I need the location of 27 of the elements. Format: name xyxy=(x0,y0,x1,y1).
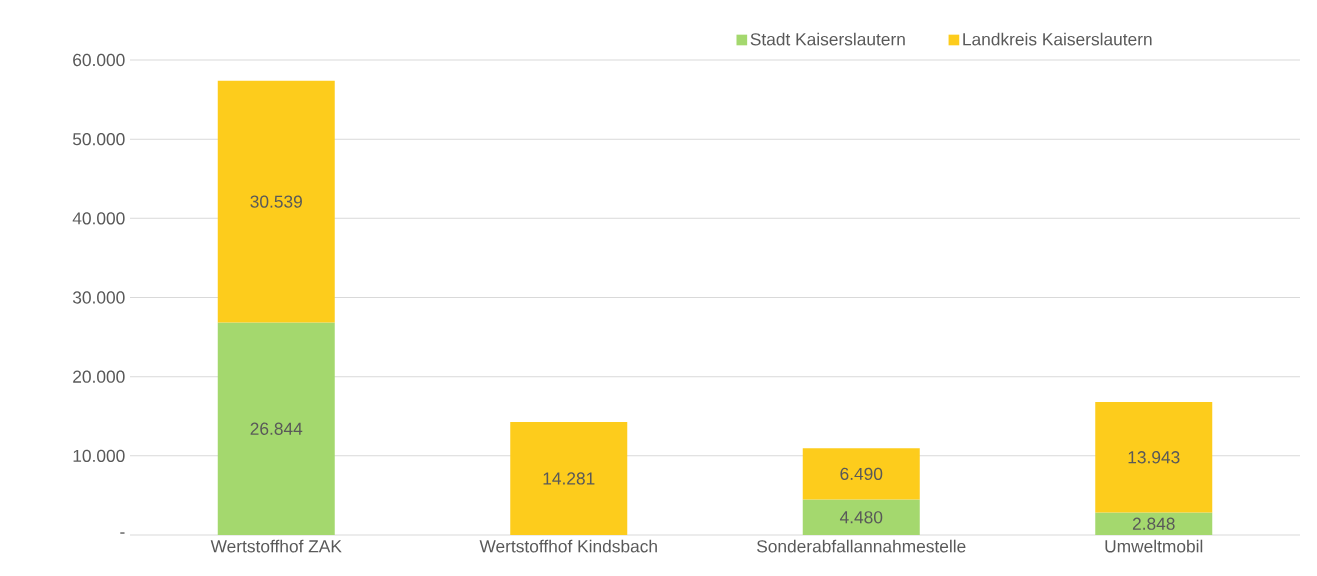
data-label: 26.844 xyxy=(250,422,303,435)
bar xyxy=(1095,512,1213,535)
bar xyxy=(510,421,628,535)
legend-label: Stadt Kaiserslautern xyxy=(750,32,905,46)
bar xyxy=(1095,402,1213,513)
y-tick-label: 40.000 xyxy=(72,212,125,225)
data-label: 13.943 xyxy=(1128,451,1180,464)
data-label: 4.480 xyxy=(839,511,883,524)
x-tick-label: Wertstoffhof Kindsbach xyxy=(479,539,657,553)
legend-label: Landkreis Kaiserslautern xyxy=(963,32,1152,46)
x-tick-label: Sonderabfallannahmestelle xyxy=(757,539,966,553)
data-label: 30.539 xyxy=(250,195,302,208)
data-label: 6.490 xyxy=(840,467,883,480)
x-tick-label: Umweltmobil xyxy=(1105,539,1203,553)
bar xyxy=(217,80,335,323)
data-label: 14.281 xyxy=(543,472,595,485)
y-tick-label: 30.000 xyxy=(72,291,125,304)
y-tick-label: 60.000 xyxy=(73,53,125,67)
bar xyxy=(802,499,920,535)
y-tick-label: 20.000 xyxy=(73,370,125,383)
y-tick-label: 10.000 xyxy=(73,449,125,462)
y-tick-label: - xyxy=(120,532,125,534)
data-label: 2.848 xyxy=(1132,517,1175,530)
bar xyxy=(802,448,920,500)
bar xyxy=(217,322,335,535)
y-tick-label: 50.000 xyxy=(72,133,125,146)
x-tick-label: Wertstoffhof ZAK xyxy=(210,539,342,553)
